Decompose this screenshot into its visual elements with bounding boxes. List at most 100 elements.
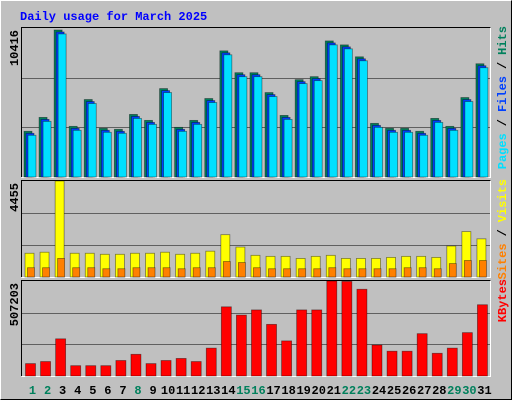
bar <box>223 54 233 178</box>
bar <box>160 360 172 377</box>
bar <box>178 130 188 178</box>
legend-entry: Files <box>496 76 510 112</box>
bar <box>42 267 50 278</box>
bar <box>341 281 353 377</box>
legend-separator: / <box>496 229 510 236</box>
bar <box>313 268 322 278</box>
x-tick-label: 19 <box>296 384 310 398</box>
bar <box>25 363 36 377</box>
bar <box>296 309 308 377</box>
bar <box>102 268 111 278</box>
bar <box>328 267 337 278</box>
bar <box>266 323 277 377</box>
legend-entry: KBytes <box>496 279 510 322</box>
bar <box>208 102 218 178</box>
bar <box>358 268 367 278</box>
y-tick-label: 4455 <box>8 183 22 212</box>
bar <box>371 344 383 377</box>
x-tick-label: 5 <box>89 384 96 398</box>
x-tick-label: 8 <box>134 384 141 398</box>
bar <box>448 263 457 278</box>
x-tick-label: 20 <box>312 384 326 398</box>
bar <box>268 268 276 278</box>
legend-entry: Visits <box>496 179 510 222</box>
bar <box>449 129 459 178</box>
y-tick-label: 10416 <box>8 30 22 66</box>
bar <box>298 83 308 178</box>
bar <box>418 267 427 278</box>
bar <box>433 268 442 278</box>
bar <box>479 260 487 278</box>
legend-separator: / <box>496 62 510 69</box>
x-tick-label: 14 <box>221 384 235 398</box>
bar <box>311 309 323 377</box>
x-tick-label: 7 <box>119 384 126 398</box>
bar <box>207 267 216 278</box>
bar <box>359 60 368 178</box>
x-tick-label: 24 <box>372 384 386 398</box>
bar <box>251 309 262 377</box>
bar <box>42 120 52 178</box>
bar <box>145 363 157 377</box>
plot-border-dark <box>21 180 491 277</box>
bar <box>147 267 156 278</box>
bar <box>193 123 203 178</box>
bar <box>117 268 126 278</box>
bar <box>236 314 247 377</box>
bar <box>403 267 412 278</box>
x-tick-label: 10 <box>161 384 175 398</box>
bar <box>313 80 323 178</box>
bar <box>87 267 96 278</box>
bar <box>404 131 414 178</box>
bar <box>72 267 81 278</box>
x-tick-label: 30 <box>462 384 476 398</box>
bar <box>343 48 353 178</box>
x-tick-label: 31 <box>477 384 491 398</box>
bar <box>356 288 368 377</box>
bar <box>175 358 187 377</box>
legend: Pages / Files / Hits <box>496 26 510 169</box>
bar <box>253 76 263 178</box>
chart-title: Daily usage for March 2025 <box>20 10 207 24</box>
bar <box>431 352 443 377</box>
bar <box>102 131 112 178</box>
bar <box>374 126 383 178</box>
bar <box>388 268 397 278</box>
x-tick-label: 9 <box>149 384 156 398</box>
x-tick-label: 4 <box>74 384 81 398</box>
bar <box>57 258 66 278</box>
x-tick-label: 12 <box>191 384 205 398</box>
x-tick-label: 13 <box>206 384 220 398</box>
bar <box>27 267 35 278</box>
bar <box>446 347 458 377</box>
legend: KBytes <box>496 279 510 322</box>
bar <box>132 267 141 278</box>
x-tick-label: 29 <box>447 384 461 398</box>
bar <box>268 96 278 178</box>
bar <box>117 132 127 178</box>
x-tick-label: 22 <box>342 384 356 398</box>
bar <box>373 268 382 278</box>
bar <box>464 101 474 178</box>
legend-separator: / <box>496 119 510 126</box>
bar <box>100 365 112 377</box>
bar <box>419 134 429 178</box>
x-tick-label: 6 <box>104 384 111 398</box>
bar <box>281 340 292 377</box>
bar <box>253 267 261 278</box>
x-tick-label: 15 <box>236 384 250 398</box>
x-tick-label: 1 <box>29 384 36 398</box>
bar <box>27 134 37 178</box>
x-tick-label: 23 <box>357 384 371 398</box>
bar <box>57 33 67 178</box>
bar <box>148 123 157 178</box>
bar <box>463 260 472 278</box>
bar <box>163 92 172 178</box>
bar <box>70 365 82 377</box>
bar <box>40 361 51 377</box>
plot-border-dark <box>21 280 491 376</box>
plot-border-light <box>21 180 491 278</box>
plot-border-light <box>21 27 491 178</box>
bar <box>238 76 248 178</box>
